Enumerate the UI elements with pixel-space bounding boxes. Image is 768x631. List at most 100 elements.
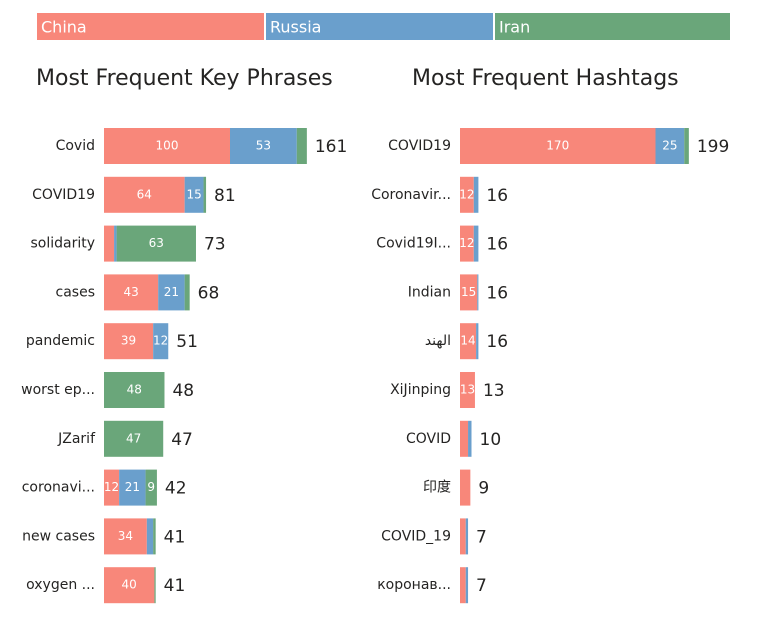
segment-label: 53 (256, 139, 271, 153)
segment-label: 43 (123, 285, 138, 299)
segment-label: 100 (156, 139, 179, 153)
segment-label: 12 (459, 187, 474, 201)
total-label: 10 (480, 430, 502, 450)
bar-segment (476, 323, 479, 360)
bar-segment (104, 176, 185, 213)
bar-segment (460, 274, 478, 311)
total-label: 199 (697, 137, 729, 157)
bar-segment (104, 128, 230, 164)
bar-segment (116, 225, 196, 262)
legend-label: China (41, 18, 87, 37)
category-label: new cases (22, 528, 95, 544)
bar-segment (460, 518, 466, 555)
category-label: الهند (425, 333, 451, 349)
category-label: COVID19 (388, 138, 451, 154)
legend-swatch (495, 13, 730, 40)
category-label: worst ep... (21, 382, 95, 398)
total-label: 48 (172, 381, 194, 401)
bar-segment (104, 567, 155, 604)
legend-swatch (266, 13, 493, 40)
bar-segment (119, 469, 146, 506)
bar-segment (154, 567, 156, 604)
category-label: Indian (408, 284, 451, 300)
category-label: коронав... (377, 577, 451, 593)
total-label: 16 (486, 332, 508, 352)
legend-label: Iran (499, 18, 530, 37)
total-label: 73 (204, 235, 226, 255)
bar-segment (104, 274, 159, 311)
total-label: 9 (478, 479, 489, 499)
category-label: 印度 (423, 480, 451, 496)
category-label: COVID19 (32, 187, 95, 203)
total-label: 47 (171, 430, 193, 450)
segment-label: 14 (460, 334, 475, 348)
category-label: cases (56, 284, 95, 300)
total-label: 41 (164, 576, 186, 596)
segment-label: 39 (121, 334, 136, 348)
segment-label: 21 (125, 480, 140, 494)
total-label: 16 (486, 186, 508, 206)
total-label: 16 (486, 283, 508, 303)
bar-segment (104, 420, 164, 457)
bar-segment (184, 274, 190, 311)
total-label: 16 (486, 235, 508, 255)
bar-segment (460, 225, 474, 262)
category-label: Covid19I... (376, 236, 451, 252)
category-label: XiJinping (390, 382, 451, 398)
bar-segment (465, 518, 469, 555)
bar-segment (460, 323, 477, 360)
segment-label: 170 (546, 139, 569, 153)
bar-segment (104, 518, 147, 555)
total-label: 7 (476, 527, 487, 547)
total-label: 68 (198, 283, 220, 303)
bar-segment (158, 274, 185, 311)
legend-label: Russia (270, 18, 321, 37)
segment-label: 12 (459, 236, 474, 250)
category-label: Coronavir... (371, 187, 451, 203)
segment-label: 15 (186, 187, 201, 201)
category-label: JZarif (57, 431, 96, 447)
bar-segment (460, 372, 475, 408)
category-label: COVID (406, 431, 451, 447)
legend-swatch (37, 13, 264, 40)
segment-label: 15 (461, 285, 476, 299)
category-label: COVID_19 (381, 528, 451, 544)
bar-segment (104, 323, 154, 360)
category-label: solidarity (30, 236, 95, 252)
total-label: 51 (176, 332, 198, 352)
total-label: 41 (164, 527, 186, 547)
segment-label: 63 (149, 236, 164, 250)
bar-segment (684, 128, 689, 164)
bar-segment (104, 372, 165, 408)
bar-segment (655, 128, 685, 164)
bar-segment (460, 176, 474, 213)
bar-segment (473, 176, 479, 213)
bar-segment (203, 176, 207, 213)
bar-segment (114, 225, 117, 262)
segment-label: 12 (104, 480, 119, 494)
total-label: 161 (315, 137, 347, 157)
bar-segment (460, 128, 656, 164)
bar-segment (104, 225, 115, 262)
bar-segment (477, 274, 479, 311)
total-label: 81 (214, 186, 236, 206)
bar-segment (296, 128, 307, 164)
total-label: 7 (476, 576, 487, 596)
segment-label: 25 (662, 139, 677, 153)
bar-segment (146, 518, 154, 555)
segment-label: 9 (147, 480, 155, 494)
segment-label: 12 (153, 334, 168, 348)
segment-label: 64 (137, 187, 152, 201)
total-label: 13 (483, 381, 505, 401)
segment-label: 13 (460, 383, 475, 397)
segment-label: 48 (127, 383, 142, 397)
bar-segment (465, 567, 469, 604)
bar-segment (460, 420, 469, 457)
bar-segment (230, 128, 297, 164)
bar-segment (460, 567, 466, 604)
chart-title: Most Frequent Key Phrases (36, 66, 333, 91)
category-label: pandemic (26, 333, 95, 349)
segment-label: 40 (122, 578, 137, 592)
category-label: Covid (56, 138, 95, 154)
